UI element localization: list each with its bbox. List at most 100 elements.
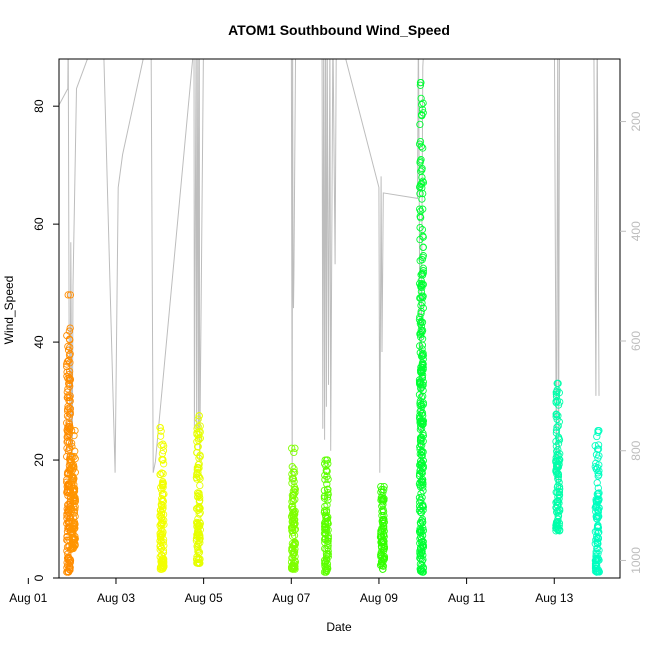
scatter-point <box>593 544 602 552</box>
scatter-point <box>69 525 77 533</box>
scatter-point <box>28 481 34 487</box>
scatter-point <box>26 518 32 524</box>
scatter-point <box>69 542 78 551</box>
scatter-point <box>27 510 33 516</box>
plot-frame <box>58 58 621 579</box>
scatter-point <box>323 493 332 501</box>
scatter-point <box>28 499 34 505</box>
scatter-point <box>71 512 79 521</box>
scatter-point <box>71 426 79 435</box>
scatter-point <box>195 491 203 499</box>
scatter-point <box>417 410 426 418</box>
scatter-point <box>26 522 32 528</box>
scatter-point <box>157 514 165 522</box>
scatter-point <box>192 518 201 527</box>
scatter-point <box>552 462 561 471</box>
scatter-point <box>65 351 74 359</box>
scatter-point <box>27 503 33 509</box>
scatter-point <box>69 474 77 482</box>
scatter-point <box>552 390 561 398</box>
scatter-point <box>554 470 562 478</box>
scatter-point <box>416 399 424 408</box>
scatter-point <box>156 432 165 440</box>
scatter-point <box>320 494 329 502</box>
chart-title: ATOM1 Southbound Wind_Speed <box>228 22 450 38</box>
scatter-point <box>417 111 426 119</box>
scatter-point <box>194 492 202 500</box>
scatter-point <box>27 502 33 508</box>
scatter-point <box>289 491 297 500</box>
scatter-point <box>157 427 165 435</box>
secondary-y-axis: 200 400 600 800 1000 <box>620 111 643 574</box>
scatter-point <box>419 487 427 495</box>
scatter-point <box>555 487 563 495</box>
scatter-point <box>156 470 165 479</box>
y2-tick-label: 200 <box>629 111 643 131</box>
scatter-point <box>195 505 204 513</box>
scatter-cluster <box>156 423 168 573</box>
scatter-point <box>157 531 166 539</box>
scatter-point <box>416 78 425 87</box>
scatter-point <box>196 509 204 517</box>
scatter-point <box>418 345 426 353</box>
scatter-point <box>553 387 561 396</box>
scatter-point <box>26 485 32 491</box>
scatter-point <box>593 512 601 521</box>
scatter-point <box>26 499 32 505</box>
scatter-point <box>158 563 167 571</box>
scatter-point <box>64 482 73 490</box>
scatter-point <box>288 539 297 548</box>
scatter-point <box>63 358 72 366</box>
x-axis-label: Date <box>326 620 352 634</box>
scatter-point <box>592 548 600 556</box>
scatter-point <box>289 487 298 495</box>
scatter-point <box>418 195 426 203</box>
scatter-point <box>290 561 298 570</box>
scatter-point <box>28 474 34 480</box>
scatter-point <box>419 243 427 252</box>
scatter-point <box>321 526 330 534</box>
scatter-point <box>593 534 601 543</box>
scatter-point <box>593 555 601 563</box>
scatter-point <box>69 543 77 552</box>
scatter-point <box>66 405 75 413</box>
scatter-point <box>416 182 424 190</box>
scatter-point <box>159 460 168 468</box>
scatter-point <box>594 540 602 548</box>
scatter-point <box>27 492 33 498</box>
scatter-point <box>323 566 331 574</box>
scatter-point <box>26 523 32 529</box>
scatter-point <box>27 519 33 525</box>
scatter-point <box>193 464 202 472</box>
scatter-point <box>65 370 73 379</box>
scatter-cluster <box>25 463 35 531</box>
scatter-point <box>324 488 332 497</box>
scatter-point <box>64 550 72 558</box>
scatter-point <box>71 532 79 541</box>
scatter-point <box>379 505 387 514</box>
scatter-point <box>321 538 329 547</box>
plot-area <box>25 58 621 579</box>
scatter-point <box>379 562 388 570</box>
scatter-cluster <box>552 379 564 535</box>
scatter-point <box>417 433 426 441</box>
scatter-point <box>67 504 76 513</box>
scatter-point <box>289 565 297 573</box>
scatter-point <box>290 512 298 520</box>
scatter-point <box>66 324 74 332</box>
scatter-point <box>63 444 71 452</box>
scatter-point <box>377 550 385 559</box>
scatter-point <box>64 291 72 299</box>
scatter-point <box>553 450 561 458</box>
scatter-point <box>321 558 330 566</box>
scatter-point <box>156 537 164 545</box>
scatter-point <box>291 552 299 561</box>
scatter-point <box>595 568 603 576</box>
scatter-point <box>25 470 31 476</box>
scatter-point <box>419 429 427 438</box>
scatter-point <box>27 514 33 520</box>
scatter-point <box>552 426 561 434</box>
scatter-point <box>288 524 296 532</box>
scatter-point <box>194 415 202 423</box>
